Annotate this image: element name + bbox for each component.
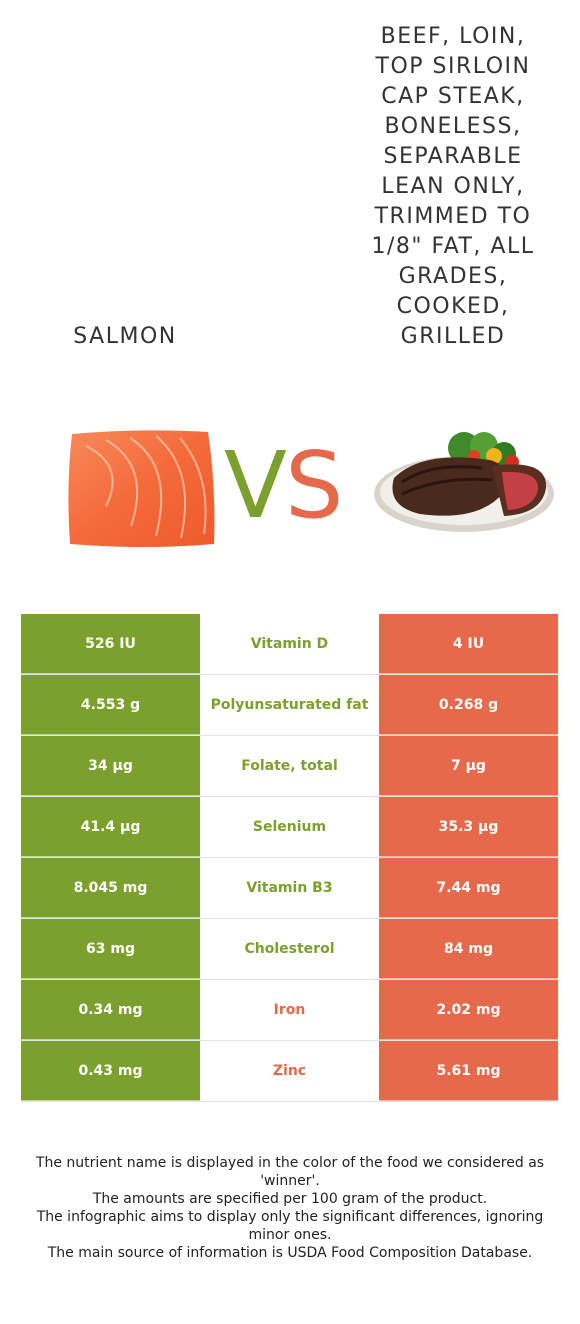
left-value: 0.43 mg <box>21 1041 200 1101</box>
nutrient-name: Selenium <box>200 797 379 857</box>
left-value: 34 µg <box>21 736 200 796</box>
table-row: 63 mg Cholesterol 84 mg <box>21 919 558 980</box>
nutrient-name: Polyunsaturated fat <box>200 675 379 735</box>
nutrient-name: Cholesterol <box>200 919 379 979</box>
salmon-image <box>68 430 215 547</box>
vs-label: VS <box>224 440 343 532</box>
right-value: 2.02 mg <box>379 980 558 1040</box>
right-value: 0.268 g <box>379 675 558 735</box>
right-value: 4 IU <box>379 614 558 674</box>
left-value: 4.553 g <box>21 675 200 735</box>
table-row: 4.553 g Polyunsaturated fat 0.268 g <box>21 675 558 736</box>
nutrient-name: Vitamin B3 <box>200 858 379 918</box>
footnote-line: The amounts are specified per 100 gram o… <box>92 1191 488 1207</box>
right-value: 5.61 mg <box>379 1041 558 1101</box>
right-value: 7.44 mg <box>379 858 558 918</box>
steak-image <box>374 432 554 532</box>
nutrient-name: Iron <box>200 980 379 1040</box>
vs-v: V <box>224 432 287 539</box>
left-value: 0.34 mg <box>21 980 200 1040</box>
right-food-title: Beef, loin, top sirloin cap steak, bonel… <box>371 24 535 349</box>
nutrient-name: Folate, total <box>200 736 379 796</box>
left-food-title: Salmon <box>73 324 177 349</box>
right-value: 84 mg <box>379 919 558 979</box>
left-value: 41.4 µg <box>21 797 200 857</box>
left-value: 526 IU <box>21 614 200 674</box>
nutrient-name: Vitamin D <box>200 614 379 674</box>
table-row: 34 µg Folate, total 7 µg <box>21 736 558 797</box>
table-row: 0.34 mg Iron 2.02 mg <box>21 980 558 1041</box>
footnote-line: The infographic aims to display only the… <box>36 1209 544 1243</box>
table-row: 41.4 µg Selenium 35.3 µg <box>21 797 558 858</box>
vs-s: S <box>284 432 343 539</box>
left-value: 63 mg <box>21 919 200 979</box>
left-value: 8.045 mg <box>21 858 200 918</box>
table-row: 8.045 mg Vitamin B3 7.44 mg <box>21 858 558 919</box>
table-row: 0.43 mg Zinc 5.61 mg <box>21 1041 558 1102</box>
right-value: 7 µg <box>379 736 558 796</box>
right-value: 35.3 µg <box>379 797 558 857</box>
nutrient-name: Zinc <box>200 1041 379 1101</box>
footnote-line: The nutrient name is displayed in the co… <box>35 1155 545 1189</box>
footnote: The nutrient name is displayed in the co… <box>20 1154 560 1262</box>
footnote-line: The main source of information is USDA F… <box>47 1245 533 1261</box>
